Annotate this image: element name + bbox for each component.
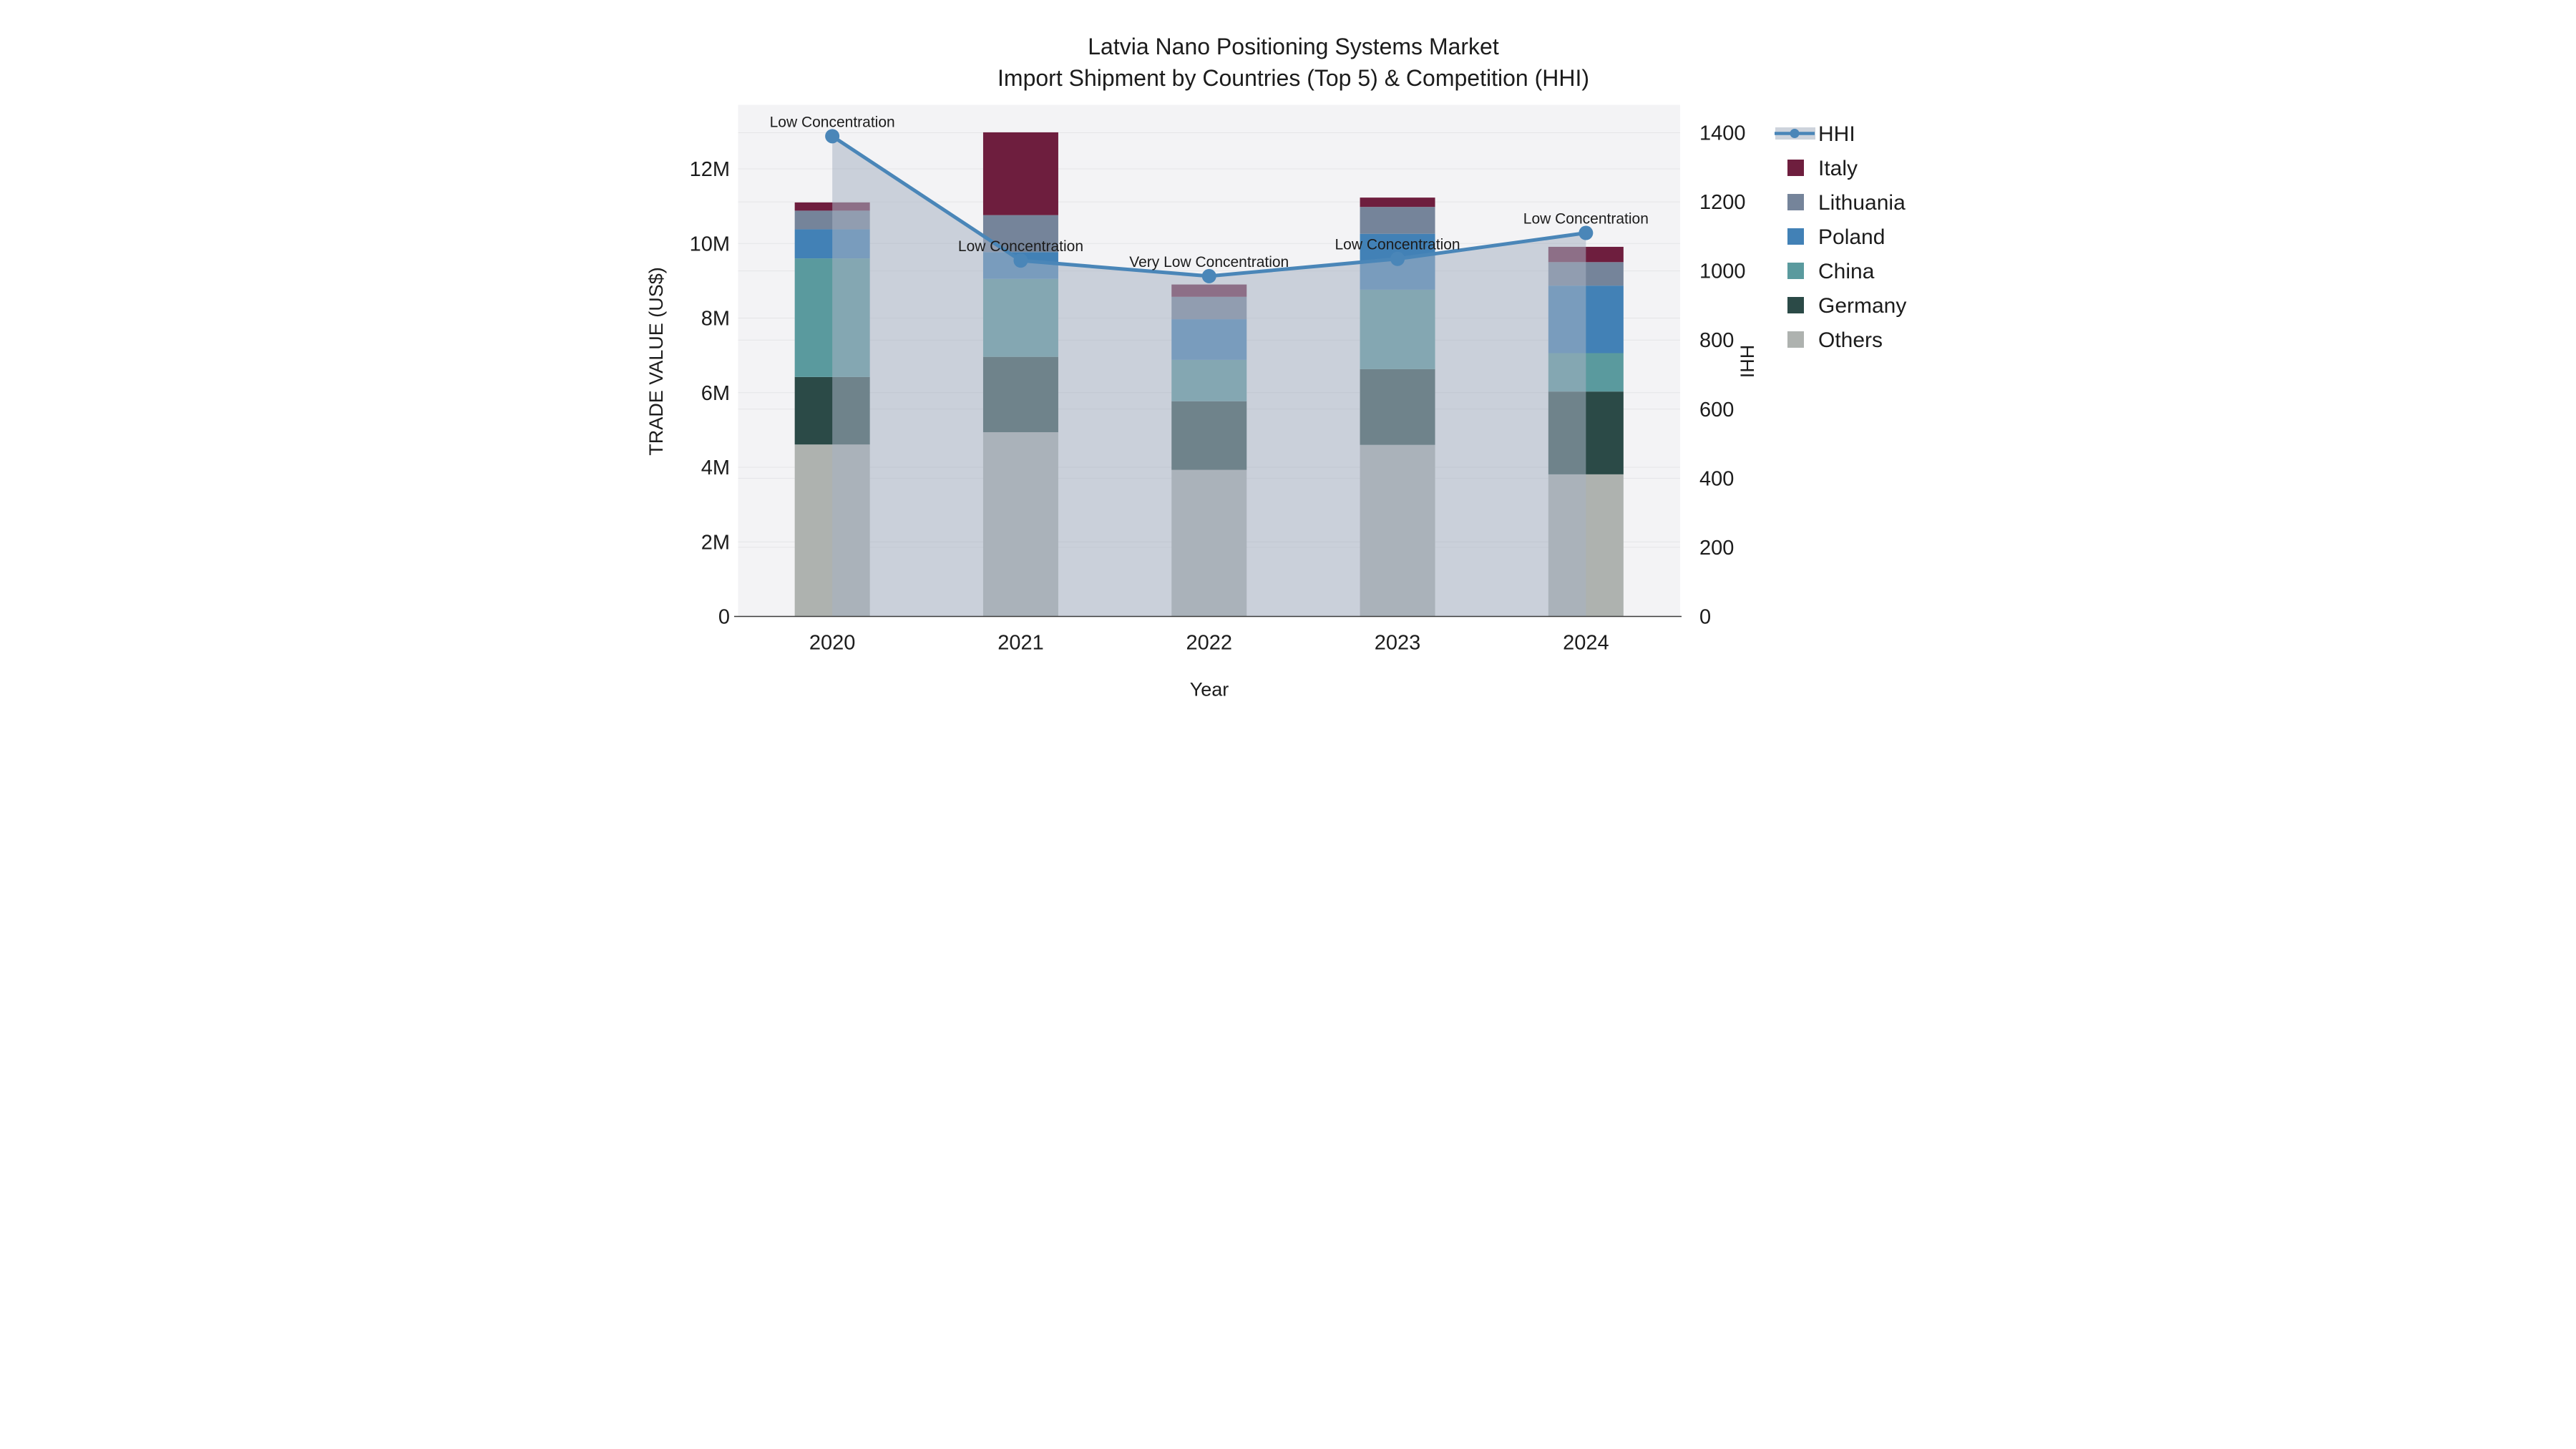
legend-label-poland: Poland bbox=[1818, 225, 1885, 249]
annotation-2020: Low Concentration bbox=[770, 114, 895, 130]
legend-swatch-china bbox=[1787, 263, 1804, 279]
legend-item-china: China bbox=[1787, 260, 1875, 283]
y-axis-label-left: TRADE VALUE (US$) bbox=[645, 267, 667, 456]
legend-swatch-italy bbox=[1787, 160, 1804, 176]
y-right-tick-0: 0 bbox=[1699, 606, 1711, 629]
legend-swatch-lithuania bbox=[1787, 194, 1804, 210]
y-left-tick-4M: 4M bbox=[701, 457, 730, 479]
legend-item-others: Others bbox=[1787, 328, 1883, 352]
y-right-tick-600: 600 bbox=[1699, 399, 1734, 421]
y-left-tick-2M: 2M bbox=[701, 531, 730, 554]
y-right-tick-800: 800 bbox=[1699, 329, 1734, 352]
annotations-group: Low Concentration Low Concentration Very L… bbox=[770, 114, 1649, 270]
x-axis-label: Year bbox=[1190, 679, 1229, 701]
hhi-area-group bbox=[832, 136, 1586, 617]
x-tick-2021: 2021 bbox=[997, 632, 1044, 655]
hhi-area-fill bbox=[832, 136, 1586, 617]
y-right-tick-1000: 1000 bbox=[1699, 260, 1746, 283]
chart-title-line2: Import Shipment by Countries (Top 5) & C… bbox=[997, 65, 1589, 91]
y-left-tick-0: 0 bbox=[718, 606, 730, 629]
legend-label-others: Others bbox=[1818, 328, 1883, 352]
x-tick-2023: 2023 bbox=[1375, 632, 1421, 655]
hhi-line-group bbox=[825, 129, 1594, 283]
annotation-2023: Low Concentration bbox=[1335, 237, 1460, 253]
hhi-point-2021 bbox=[1013, 253, 1028, 268]
chart-canvas: Low Concentration Low Concentration Very L… bbox=[645, 34, 1906, 701]
y-right-tick-200: 200 bbox=[1699, 537, 1734, 560]
legend: HHI Italy Lithuania Poland China Germany Other… bbox=[1775, 122, 1906, 352]
legend-item-lithuania: Lithuania bbox=[1787, 191, 1906, 215]
legend-swatch-others bbox=[1787, 331, 1804, 348]
bar-segment-lithuania-2023 bbox=[1360, 207, 1435, 234]
y-left-tick-6M: 6M bbox=[701, 382, 730, 405]
hhi-point-2024 bbox=[1579, 225, 1594, 240]
y-right-tick-400: 400 bbox=[1699, 467, 1734, 490]
legend-item-italy: Italy bbox=[1787, 157, 1858, 180]
legend-label-hhi: HHI bbox=[1818, 122, 1855, 146]
legend-swatch-germany bbox=[1787, 297, 1804, 313]
y-axis-label-right: HHI bbox=[1737, 345, 1758, 379]
bar-segment-italy-2021 bbox=[982, 132, 1058, 215]
x-tick-2022: 2022 bbox=[1186, 632, 1232, 655]
legend-swatch-poland bbox=[1787, 228, 1804, 245]
y-left-tick-12M: 12M bbox=[690, 158, 730, 181]
legend-item-germany: Germany bbox=[1787, 294, 1906, 318]
chart-title-line1: Latvia Nano Positioning Systems Market bbox=[1088, 34, 1499, 59]
annotation-2022: Very Low Concentration bbox=[1129, 254, 1289, 270]
legend-label-china: China bbox=[1818, 260, 1875, 283]
annotation-2021: Low Concentration bbox=[958, 238, 1083, 255]
figure: Low Concentration Low Concentration Very L… bbox=[644, 0, 1932, 725]
legend-label-lithuania: Lithuania bbox=[1818, 191, 1906, 215]
legend-hhi-marker-icon bbox=[1790, 129, 1800, 138]
y-left-tick-8M: 8M bbox=[701, 308, 730, 331]
x-tick-2020: 2020 bbox=[809, 632, 856, 655]
y-right-tick-1400: 1400 bbox=[1699, 122, 1746, 145]
hhi-point-2022 bbox=[1201, 268, 1216, 283]
hhi-point-2020 bbox=[825, 129, 840, 144]
annotation-2024: Low Concentration bbox=[1523, 211, 1649, 228]
bar-segment-italy-2023 bbox=[1360, 197, 1435, 208]
legend-item-poland: Poland bbox=[1787, 225, 1885, 249]
legend-label-italy: Italy bbox=[1818, 157, 1858, 180]
y-right-tick-1200: 1200 bbox=[1699, 191, 1746, 214]
legend-item-hhi: HHI bbox=[1775, 122, 1855, 146]
legend-label-germany: Germany bbox=[1818, 294, 1906, 318]
x-tick-2024: 2024 bbox=[1563, 632, 1609, 655]
tick-labels-group: 0 2M 4M 6M 8M 10M 12M 0 200 400 600 800 1000 1200 1400… bbox=[690, 122, 1746, 655]
hhi-point-2023 bbox=[1390, 251, 1405, 266]
y-left-tick-10M: 10M bbox=[690, 233, 730, 255]
